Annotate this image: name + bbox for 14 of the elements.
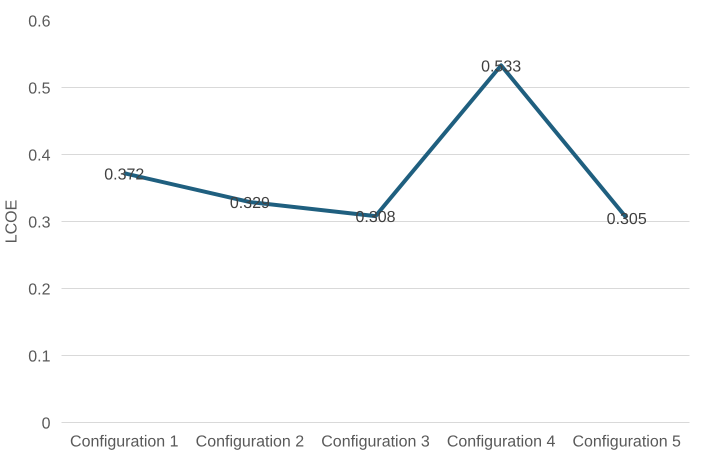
- x-tick-label: Configuration 2: [196, 434, 304, 450]
- x-tick-label: Configuration 3: [321, 434, 430, 450]
- y-tick-label: 0.6: [28, 14, 51, 30]
- x-tick-label: Configuration 5: [572, 434, 682, 450]
- x-tick-label: Configuration 4: [446, 434, 556, 450]
- data-label: 0.305: [606, 211, 647, 228]
- y-tick-label: 0.3: [28, 214, 51, 232]
- y-tick-label: 0.2: [28, 282, 51, 298]
- y-tick-label: 0.1: [28, 348, 51, 366]
- x-tick-label: Configuration 1: [70, 434, 179, 450]
- y-tick-label: 0: [42, 416, 51, 432]
- y-tick-label: 0.4: [28, 148, 51, 164]
- y-tick-label: 0.5: [28, 80, 51, 98]
- y-axis-title: LCOE: [3, 200, 20, 244]
